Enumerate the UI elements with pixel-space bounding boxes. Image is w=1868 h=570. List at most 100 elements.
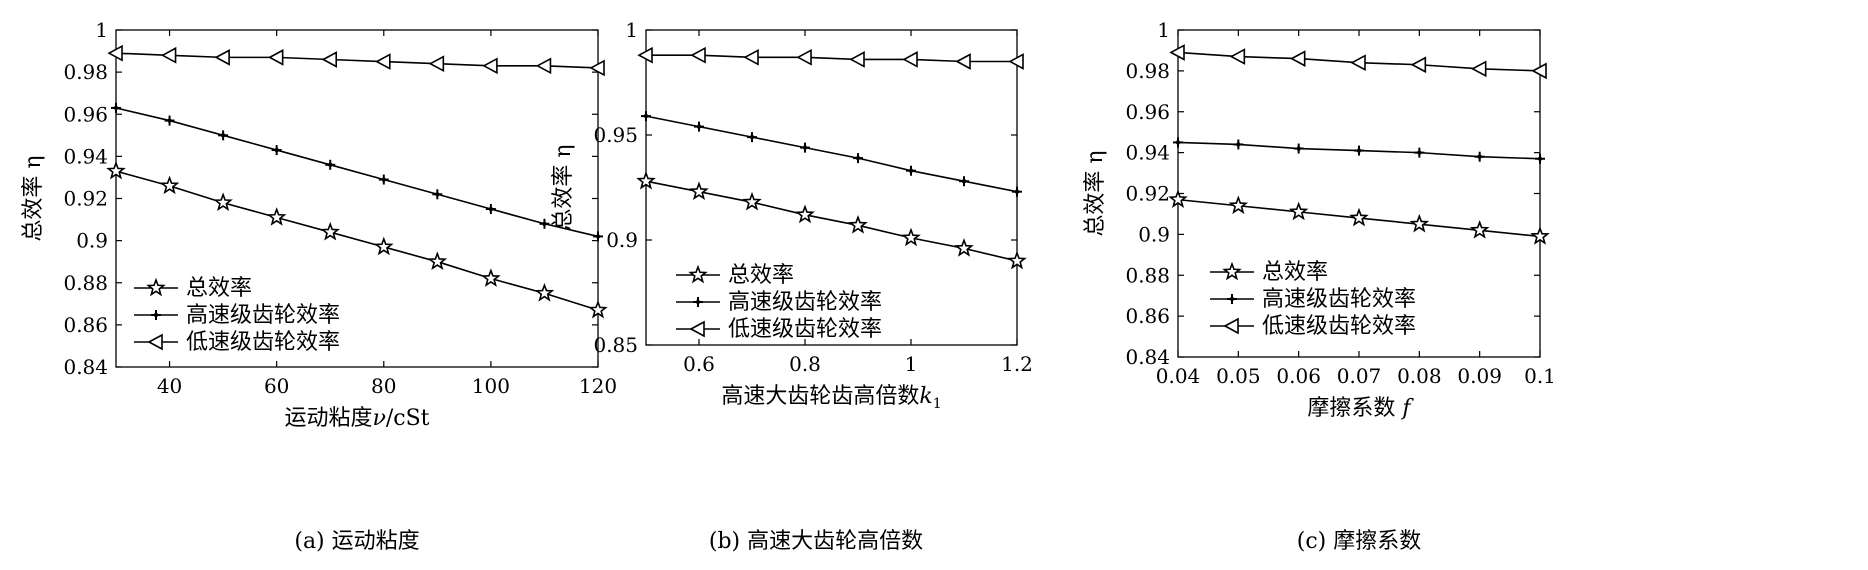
- y-tick-label: 0.98: [63, 60, 108, 84]
- data-point: [539, 218, 550, 229]
- data-point: [1173, 137, 1183, 148]
- legend-label: 低速级齿轮效率: [186, 330, 340, 355]
- series-line: [645, 115, 1018, 193]
- data-point: [636, 170, 656, 190]
- data-point: [901, 227, 921, 247]
- x-tick-label: 0.05: [1216, 364, 1261, 388]
- chart-a: 40 60 80 100 120 0.84 0.86 0.88 0.9 0.92 0.94 0.96 0…: [21, 18, 617, 554]
- chart-c: 0.04 0.05 0.06 0.07 0.08 0.09 0.1 0.84 0.86 0.88 0…: [1083, 18, 1556, 554]
- x-axis-label: 摩擦系数 f: [1307, 396, 1414, 421]
- data-point: [1228, 195, 1249, 215]
- y-tick-label: 0.96: [63, 102, 108, 126]
- x-tick-label: 0.04: [1156, 364, 1201, 388]
- data-point: [1535, 153, 1545, 164]
- y-tick-label: 0.94: [1125, 141, 1170, 165]
- legend-label: 低速级齿轮效率: [728, 317, 882, 342]
- series-plus: [641, 111, 1022, 197]
- data-point: [218, 130, 229, 141]
- x-tick-label: 0.06: [1276, 364, 1321, 388]
- data-point: [902, 51, 918, 68]
- y-tick-label: 1: [95, 18, 108, 42]
- data-point: [1169, 44, 1185, 61]
- series-star: [1168, 189, 1550, 245]
- data-point: [1008, 53, 1024, 70]
- y-tick-label: 0.92: [63, 187, 108, 211]
- x-tick-label: 0.8: [789, 352, 821, 376]
- x-tick-label: 120: [579, 374, 617, 398]
- data-point: [1409, 213, 1430, 233]
- x-tick-label: 0.09: [1457, 364, 1502, 388]
- y-tick-label: 0.95: [593, 123, 638, 147]
- data-point: [593, 231, 603, 242]
- y-tick-label: 0.86: [1125, 304, 1170, 328]
- data-point: [111, 102, 121, 113]
- data-point: [428, 55, 445, 73]
- series-line: [115, 170, 599, 311]
- x-tick-label: 0.1: [1524, 364, 1556, 388]
- legend-label: 总效率: [1262, 260, 1328, 285]
- x-tick-label: 100: [472, 374, 510, 398]
- series-triangle-left: [637, 46, 1024, 70]
- data-point: [796, 48, 812, 66]
- series-triangle-left: [1169, 44, 1547, 80]
- data-point: [1293, 143, 1304, 154]
- data-point: [641, 111, 651, 122]
- data-point: [1349, 207, 1369, 227]
- data-point: [321, 51, 338, 68]
- data-point: [1233, 139, 1244, 150]
- legend-label: 低速级齿轮效率: [1262, 314, 1416, 339]
- series-line: [645, 180, 1018, 262]
- series-triangle-left: [107, 44, 605, 77]
- y-tick-label: 1: [625, 18, 638, 42]
- legend-label: 高速级齿轮效率: [728, 290, 882, 315]
- data-point: [1289, 50, 1306, 67]
- data-point: [432, 189, 443, 200]
- data-point: [589, 59, 605, 77]
- data-point: [534, 282, 555, 302]
- y-tick-label: 0.86: [63, 313, 108, 337]
- data-point: [848, 215, 868, 234]
- data-point: [1531, 62, 1547, 80]
- data-point: [266, 207, 287, 226]
- x-tick-label: 1.2: [1001, 352, 1033, 376]
- data-point: [164, 115, 175, 126]
- y-tick-label: 0.9: [1138, 222, 1170, 246]
- data-point: [106, 160, 126, 180]
- legend-marker: [147, 333, 163, 351]
- data-point: [1469, 220, 1490, 239]
- data-point: [690, 46, 706, 64]
- y-axis-label: 总效率 η: [1083, 150, 1108, 236]
- panel-caption: (b) 高速大齿轮高倍数: [709, 529, 923, 554]
- data-point: [1012, 186, 1022, 197]
- data-point: [1229, 48, 1246, 65]
- legend-marker: [688, 264, 708, 284]
- legend-marker: [146, 277, 166, 297]
- data-point: [482, 57, 498, 75]
- data-point: [320, 221, 340, 241]
- data-point: [271, 145, 282, 156]
- data-point: [535, 57, 552, 75]
- data-point: [267, 49, 284, 66]
- data-point: [378, 174, 389, 185]
- y-tick-label: 0.98: [1125, 59, 1170, 83]
- data-point: [214, 49, 230, 66]
- data-point: [1288, 201, 1309, 221]
- y-tick-label: 0.94: [63, 144, 108, 168]
- y-tick-label: 0.96: [1125, 100, 1170, 124]
- series-plus: [1173, 137, 1545, 164]
- data-point: [906, 165, 916, 176]
- x-tick-label: 1: [905, 352, 918, 376]
- data-point: [375, 53, 391, 70]
- data-point: [159, 175, 180, 195]
- data-point: [1470, 60, 1487, 78]
- data-point: [1414, 147, 1425, 158]
- data-point: [373, 236, 394, 256]
- data-point: [1350, 54, 1366, 72]
- legend-label: 总效率: [728, 263, 794, 288]
- data-point: [637, 46, 653, 64]
- data-point: [160, 46, 177, 64]
- series-star: [106, 160, 608, 319]
